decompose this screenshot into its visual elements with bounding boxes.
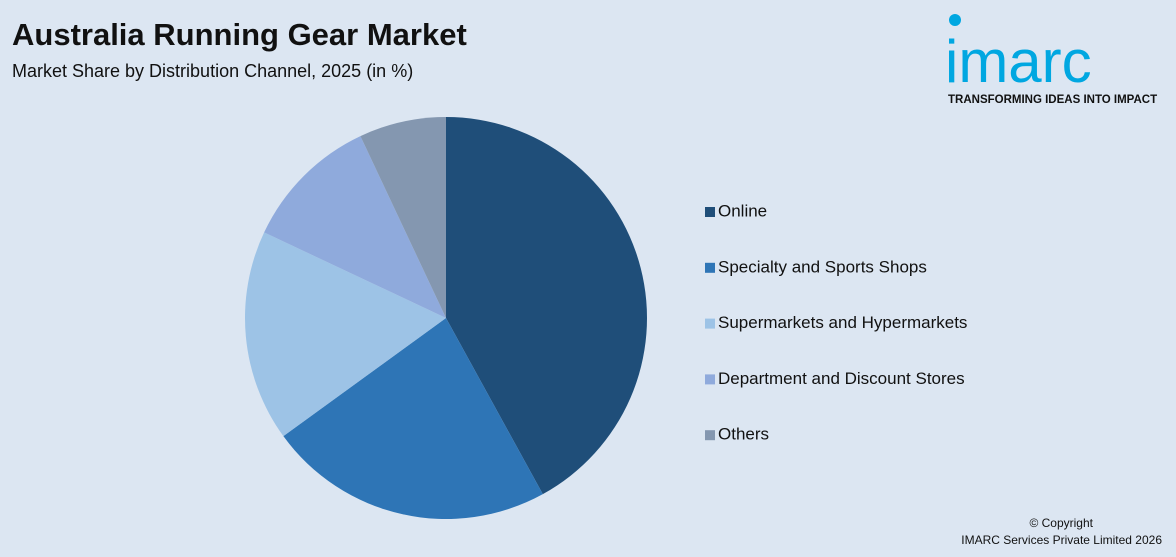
legend-label: Others bbox=[718, 425, 769, 444]
legend-label: Supermarkets and Hypermarkets bbox=[718, 313, 967, 332]
logo: imarc bbox=[945, 28, 1092, 95]
pie-slice bbox=[446, 117, 647, 495]
logo-dot bbox=[949, 14, 961, 26]
chart-subtitle: Market Share by Distribution Channel, 20… bbox=[12, 61, 413, 81]
legend-label: Specialty and Sports Shops bbox=[718, 257, 927, 276]
legend-swatch bbox=[705, 207, 715, 217]
legend-swatch bbox=[705, 430, 715, 441]
pie-slice bbox=[244, 232, 446, 437]
chart-title: Australia Running Gear Market bbox=[12, 17, 467, 52]
pie-slice bbox=[264, 136, 446, 318]
legend-swatch bbox=[705, 262, 715, 273]
footer-company: IMARC Services Private Limited 2026 bbox=[961, 533, 1162, 547]
legend-label: Online bbox=[718, 201, 767, 220]
logo-tagline: TRANSFORMING IDEAS INTO IMPACT bbox=[948, 94, 1157, 106]
legend-swatch bbox=[705, 374, 715, 385]
pie-slice bbox=[283, 318, 543, 519]
legend-label: Department and Discount Stores bbox=[718, 369, 965, 388]
copyright: © Copyright bbox=[1029, 516, 1093, 530]
pie-slice bbox=[360, 117, 446, 318]
legend-swatch bbox=[705, 318, 715, 329]
